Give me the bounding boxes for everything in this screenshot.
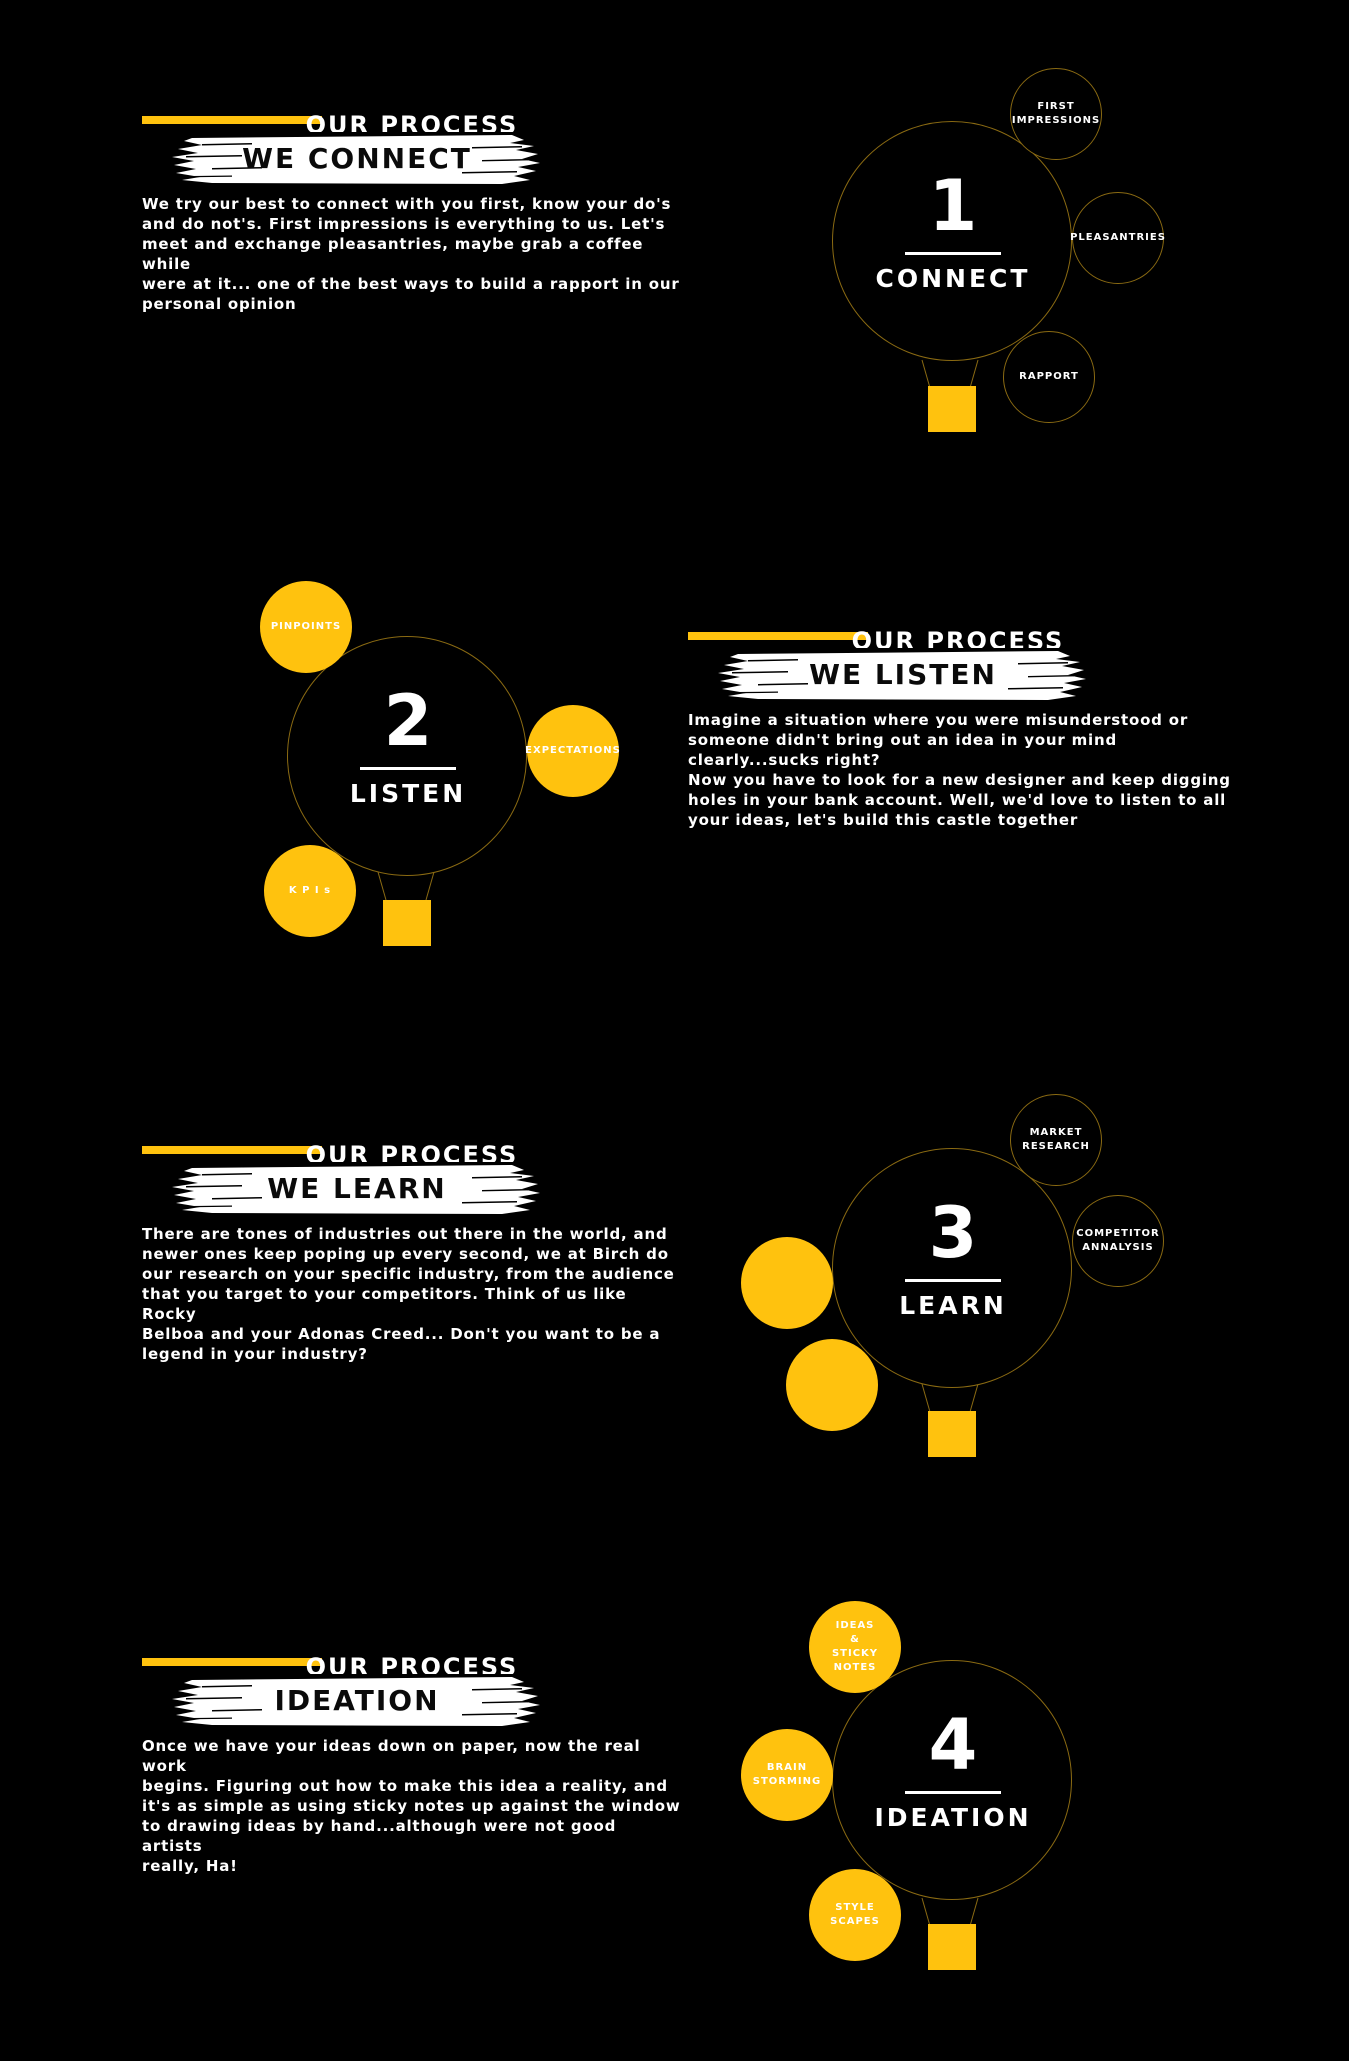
balloon-basket — [928, 386, 976, 432]
accent-bar — [142, 1658, 322, 1666]
step-number: 2 — [383, 680, 433, 762]
step-number: 1 — [928, 165, 978, 247]
balloon-ideation: 4 IDEATION IDEAS & STICKY NOTES BRAIN ST… — [0, 0, 1349, 1970]
step-divider — [360, 767, 456, 770]
step-label: LEARN — [899, 1291, 1007, 1320]
accent-bar — [688, 632, 868, 640]
section-description: There are tones of industries out there … — [142, 1225, 675, 1363]
section-title: WE CONNECT — [242, 142, 472, 175]
balloon-strings — [921, 1897, 979, 1927]
bubble-market-research: MARKET RESEARCH — [1010, 1094, 1102, 1186]
eyebrow-label: OUR PROCESS — [305, 1653, 519, 1674]
section-learn-text: OUR PROCESS WE LEARN There are tones of … — [142, 1141, 682, 1364]
step-number: 3 — [928, 1192, 978, 1274]
balloon-connect: 1 CONNECT FIRST IMPRESSIONS PLEASANTRIES… — [0, 0, 1349, 432]
step-divider — [905, 252, 1001, 255]
bubble-expectations: EXPECTATIONS — [525, 705, 620, 797]
bubble-ideas-sticky-notes: IDEAS & STICKY NOTES — [809, 1601, 901, 1693]
step-label: LISTEN — [349, 779, 467, 808]
section-description: Imagine a situation where you were misun… — [688, 711, 1231, 829]
step-circle: 2 LISTEN — [287, 636, 527, 876]
step-label: CONNECT — [875, 264, 1031, 293]
bubble-kpis: K P I s — [264, 845, 356, 937]
section-title: WE LISTEN — [809, 658, 997, 691]
bubble-brain-storming: BRAIN STORMING — [741, 1729, 833, 1821]
balloon-learn: 3 LEARN MARKET RESEARCH COMPETITOR ANNAL… — [0, 0, 1349, 1457]
step-number: 4 — [928, 1704, 978, 1786]
balloon-strings — [377, 871, 435, 901]
bubble-rapport: RAPPORT — [1003, 331, 1095, 423]
section-listen-text: OUR PROCESS WE LISTEN Imagine a situatio… — [688, 627, 1248, 830]
eyebrow-label: OUR PROCESS — [851, 627, 1065, 648]
section-ideation-text: OUR PROCESS IDEATION Once we have your i… — [142, 1653, 682, 1876]
section-description: Once we have your ideas down on paper, n… — [142, 1737, 681, 1875]
step-circle: 3 LEARN — [832, 1148, 1072, 1388]
bubble-pinpoints: PINPOINTS — [260, 581, 352, 673]
bubble-pleasantries: PLEASANTRIES — [1070, 192, 1165, 284]
step-label: IDEATION — [874, 1803, 1032, 1832]
section-connect-text: OUR PROCESS WE CONNECT We try our best t… — [142, 111, 682, 314]
section-title: IDEATION — [274, 1684, 440, 1717]
accent-bar — [142, 116, 322, 124]
step-circle: 1 CONNECT — [832, 121, 1072, 361]
bubble-style-scapes: STYLE SCAPES — [809, 1869, 901, 1961]
bubble-blank-2 — [786, 1339, 878, 1431]
bubble-competitor-analysis: COMPETITOR ANNALYSIS — [1072, 1195, 1164, 1287]
section-title: WE LEARN — [267, 1172, 447, 1205]
bubble-blank-1 — [741, 1237, 833, 1329]
balloon-basket — [928, 1411, 976, 1457]
step-circle: 4 IDEATION — [832, 1660, 1072, 1900]
accent-bar — [142, 1146, 322, 1154]
balloon-basket — [928, 1924, 976, 1970]
eyebrow-label: OUR PROCESS — [305, 111, 519, 132]
section-heading: OUR PROCESS WE LISTEN — [688, 627, 1088, 710]
balloon-listen: 2 LISTEN PINPOINTS EXPECTATIONS K P I s — [0, 0, 1349, 946]
bubble-first-impressions: FIRST IMPRESSIONS — [1010, 68, 1102, 160]
section-description: We try our best to connect with you firs… — [142, 195, 680, 313]
step-divider — [905, 1791, 1001, 1794]
step-divider — [905, 1279, 1001, 1282]
section-heading: OUR PROCESS IDEATION — [142, 1653, 542, 1736]
eyebrow-label: OUR PROCESS — [305, 1141, 519, 1162]
balloon-strings — [921, 1383, 979, 1413]
section-heading: OUR PROCESS WE CONNECT — [142, 111, 542, 194]
section-heading: OUR PROCESS WE LEARN — [142, 1141, 542, 1224]
balloon-strings — [921, 359, 979, 389]
balloon-basket — [383, 900, 431, 946]
